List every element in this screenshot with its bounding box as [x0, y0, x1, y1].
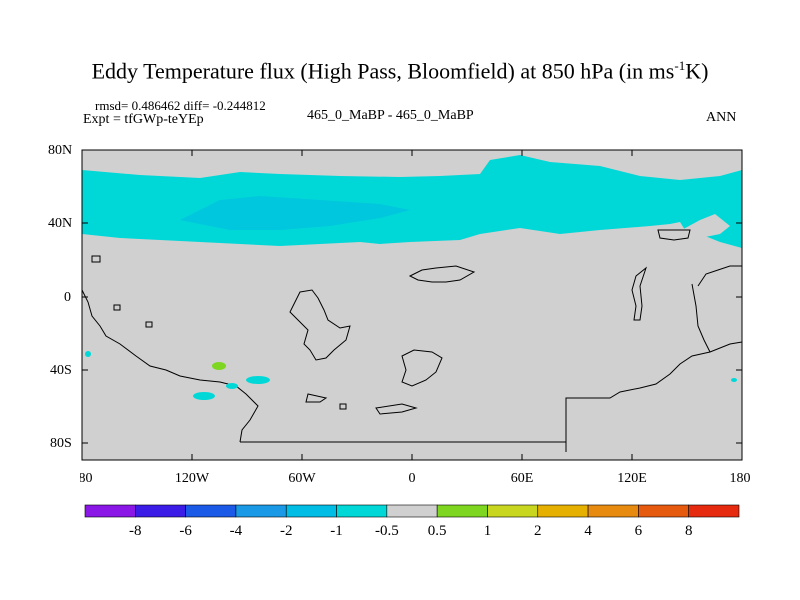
- lon-tick-label: 0: [409, 471, 416, 486]
- plot-title: Eddy Temperature flux (High Pass, Bloomf…: [0, 58, 800, 84]
- lat-label-40s: 40S: [50, 363, 72, 378]
- colorbar-box: [185, 504, 237, 518]
- colorbar: -8 -6 -4 -2 -1 -0.5 0.5 1 2 4 6 8: [84, 504, 740, 539]
- title-main: Eddy Temperature flux (High Pass, Bloomf…: [91, 58, 675, 84]
- colorbar-label: -0.5: [375, 523, 399, 539]
- lon-tick-label: 120W: [175, 471, 210, 486]
- colorbar-box: [135, 504, 186, 518]
- colorbar-box: [587, 504, 639, 518]
- colorbar-label: 4: [584, 523, 592, 539]
- colorbar-labels: -8 -6 -4 -2 -1 -0.5 0.5 1 2 4 6 8: [129, 523, 692, 539]
- colorbar-box: [688, 504, 740, 518]
- colorbar-box: [638, 504, 689, 518]
- colorbar-box: [436, 504, 488, 518]
- colorbar-box: [487, 504, 539, 518]
- stats-label: rmsd= 0.486462 diff= -0.244812: [95, 98, 266, 113]
- lon-tick-label: 180: [80, 471, 93, 486]
- lon-tick-label: 60E: [511, 471, 534, 486]
- colorbar-box: [235, 504, 287, 518]
- lat-label-80s: 80S: [50, 436, 72, 451]
- colorbar-label: 0.5: [428, 523, 447, 539]
- title-superscript: -1: [674, 58, 686, 73]
- colorbar-box: [84, 504, 136, 518]
- title-end: K): [685, 58, 709, 84]
- colorbar-label: -6: [179, 523, 192, 539]
- season-label: ANN: [706, 110, 737, 125]
- band-gap: [678, 214, 730, 238]
- coastlines: [81, 229, 743, 452]
- tick-marks: [81, 149, 743, 460]
- negative-patch-4: [731, 378, 737, 382]
- colorbar-label: 1: [484, 523, 492, 539]
- positive-patch: [212, 362, 226, 370]
- colorbar-label: -1: [330, 523, 343, 539]
- lat-label-80n: 80N: [48, 143, 73, 158]
- colorbar-label: -2: [280, 523, 293, 539]
- lon-tick-label: 180: [730, 471, 751, 486]
- colorbar-box: [285, 504, 337, 518]
- map-plot: 180 120W 60W 0 60E 120E 180 80N 40N 0 40…: [80, 149, 751, 486]
- experiment-label: Expt = tfGWp-teYEp: [83, 112, 204, 127]
- colorbar-label: -4: [230, 523, 243, 539]
- colorbar-box: [386, 504, 438, 518]
- negative-patch-3: [226, 383, 238, 389]
- negative-patch-5: [85, 351, 91, 357]
- case-label: 465_0_MaBP - 465_0_MaBP: [307, 108, 474, 123]
- colorbar-label: 2: [534, 523, 542, 539]
- colorbar-box: [336, 504, 388, 518]
- lon-tick-label: 120E: [617, 471, 647, 486]
- lon-tick-label: 60W: [288, 471, 316, 486]
- colorbar-label: -8: [129, 523, 142, 539]
- flux-core-north: [180, 196, 410, 230]
- lat-label-0: 0: [64, 290, 71, 305]
- colorbar-label: 6: [635, 523, 643, 539]
- lat-label-40n: 40N: [48, 216, 73, 231]
- colorbar-box: [537, 504, 589, 518]
- negative-patch-2: [193, 392, 215, 400]
- colorbar-boxes: [84, 504, 740, 518]
- colorbar-label: 8: [685, 523, 693, 539]
- negative-patch-1: [246, 376, 270, 384]
